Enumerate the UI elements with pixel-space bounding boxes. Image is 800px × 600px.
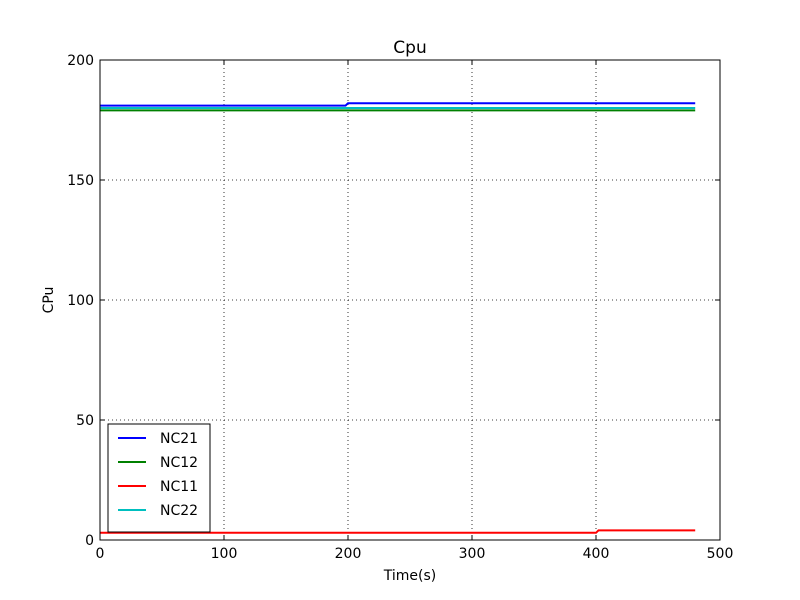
legend-box: [107, 423, 211, 533]
chart-title: Cpu: [393, 38, 426, 58]
x-tick-label: 500: [707, 546, 734, 562]
legend-label-nc21: NC21: [160, 431, 198, 447]
y-tick-label: 200: [67, 53, 94, 69]
x-tick-label: 400: [583, 546, 610, 562]
series-line-nc21: [100, 102, 696, 107]
legend: NC21 NC12 NC11 NC22: [107, 423, 211, 533]
series-lines: [100, 102, 696, 534]
x-tick-label: 100: [211, 546, 238, 562]
y-tick-label: 150: [67, 173, 94, 189]
y-tick-label: 50: [76, 413, 94, 429]
y-tick-label: 100: [67, 293, 94, 309]
x-tick-label: 300: [459, 546, 486, 562]
x-axis-label: Time(s): [383, 568, 436, 584]
x-tick-label: 0: [96, 546, 105, 562]
legend-label-nc22: NC22: [160, 503, 198, 519]
axis-ticks: 0 100 200 300 400 500 0 50 100 150 200: [67, 53, 733, 562]
y-axis-label: CPu: [41, 287, 57, 314]
legend-label-nc12: NC12: [160, 455, 198, 471]
series-line-nc11: [100, 529, 696, 534]
legend-label-nc11: NC11: [160, 479, 198, 495]
x-tick-label: 200: [335, 546, 362, 562]
y-tick-label: 0: [85, 533, 94, 549]
